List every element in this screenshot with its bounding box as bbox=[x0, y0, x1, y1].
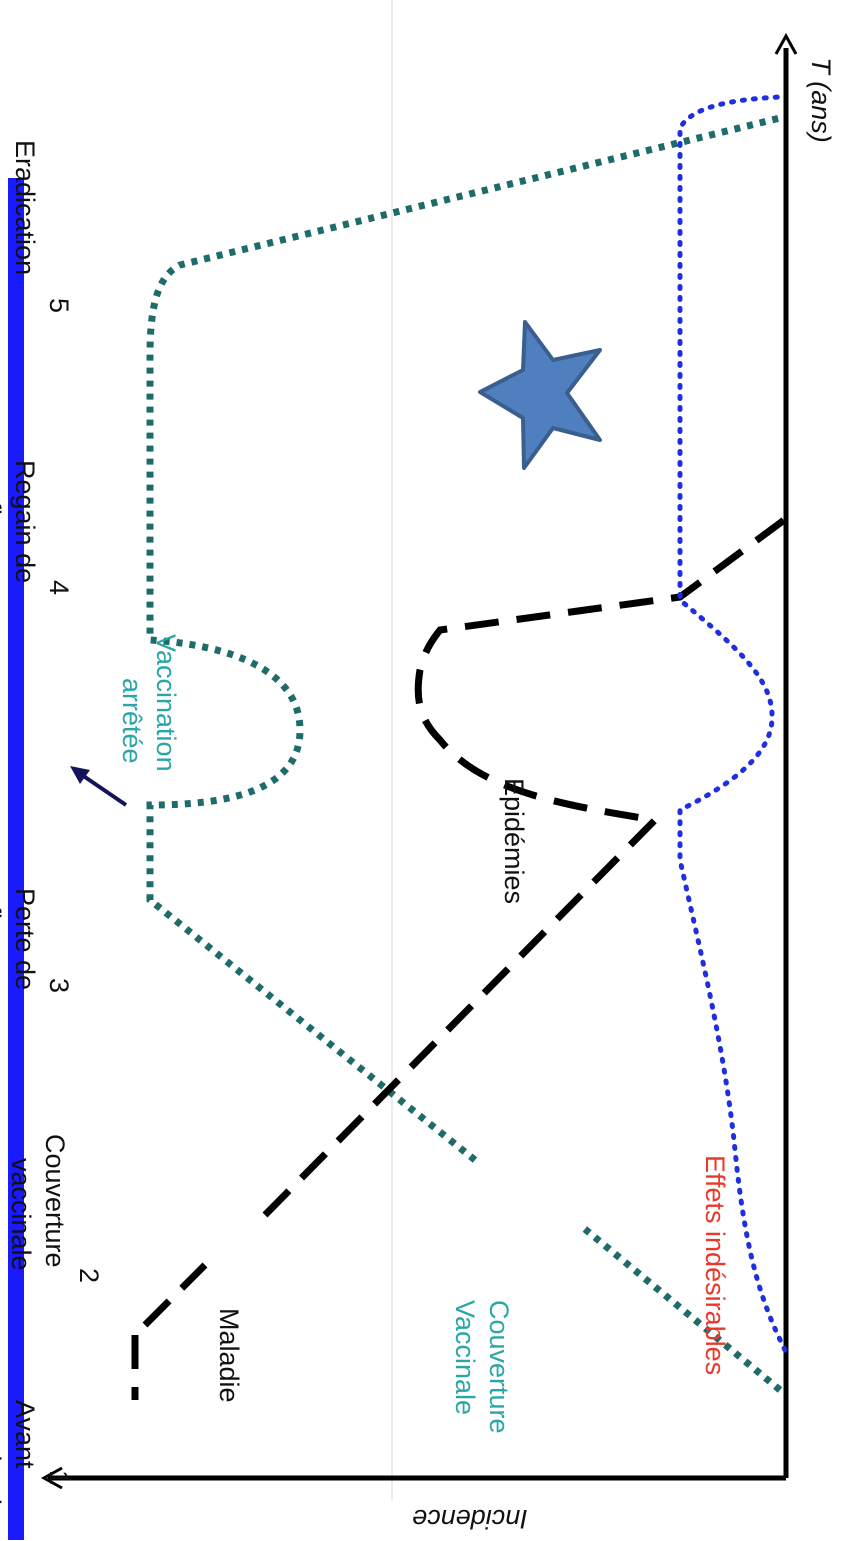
stage-1-number: 1 bbox=[44, 1470, 74, 1485]
epidemies-label: Epidémies bbox=[499, 778, 529, 904]
vaccination-label-line2: arrêtée bbox=[117, 678, 147, 764]
vaccination-label-line1: Vaccination bbox=[151, 634, 181, 772]
stage-4: 4 Regain de confiance bbox=[0, 458, 74, 595]
stage-2-number: 2 bbox=[74, 1268, 104, 1283]
trend-arrow-icon-head bbox=[70, 766, 90, 784]
stage-4-line1: Regain de bbox=[10, 460, 40, 583]
stage-5: 5 Eradication bbox=[10, 140, 74, 313]
disease-curve bbox=[131, 509, 798, 1400]
stage-1-line2: vaccination bbox=[0, 1400, 6, 1535]
couverture-label-line1: Couverture bbox=[484, 1300, 514, 1434]
star-icon bbox=[478, 320, 602, 470]
stage-1: 1 Avant vaccination bbox=[0, 1400, 74, 1535]
time-axis-label: T (ans) bbox=[806, 57, 836, 143]
effets-indesirables-label: Effets indésirables bbox=[700, 1155, 730, 1375]
incidence-axis-arrowhead bbox=[40, 1466, 63, 1490]
incidence-axis-label: Incidence bbox=[412, 1504, 528, 1534]
stage-5-number: 5 bbox=[44, 298, 74, 313]
coverage-curve bbox=[146, 114, 783, 1393]
stage-3-number: 3 bbox=[44, 978, 74, 993]
stage-2-line1: Couverture bbox=[40, 1134, 70, 1268]
trend-arrow-icon bbox=[80, 773, 128, 807]
stage-1-line1: Avant bbox=[10, 1400, 40, 1469]
maladie-label: Maladie bbox=[214, 1308, 244, 1403]
stage-2-line2: vaccinale bbox=[6, 1158, 36, 1271]
couverture-label-line2: Vaccinale bbox=[450, 1300, 480, 1415]
stage-4-number: 4 bbox=[44, 580, 74, 595]
side-effects-curve bbox=[677, 94, 788, 1353]
stage-3-line1: Perte de bbox=[10, 888, 40, 990]
vaccination-arretee-label: Vaccination arrêtée bbox=[117, 634, 181, 772]
couverture-label: Couverture Vaccinale bbox=[450, 1300, 514, 1434]
stage-3-line2: confiance bbox=[0, 862, 6, 978]
time-axis-arrowhead bbox=[774, 32, 798, 55]
timeline-bar bbox=[8, 178, 24, 1540]
stage-3: 3 Perte de confiance bbox=[0, 862, 74, 993]
stage-4-line2: confiance bbox=[0, 458, 6, 574]
stage-5-line1: Eradication bbox=[10, 140, 40, 275]
stage-2: 2 Couverture vaccinale bbox=[6, 1134, 104, 1283]
